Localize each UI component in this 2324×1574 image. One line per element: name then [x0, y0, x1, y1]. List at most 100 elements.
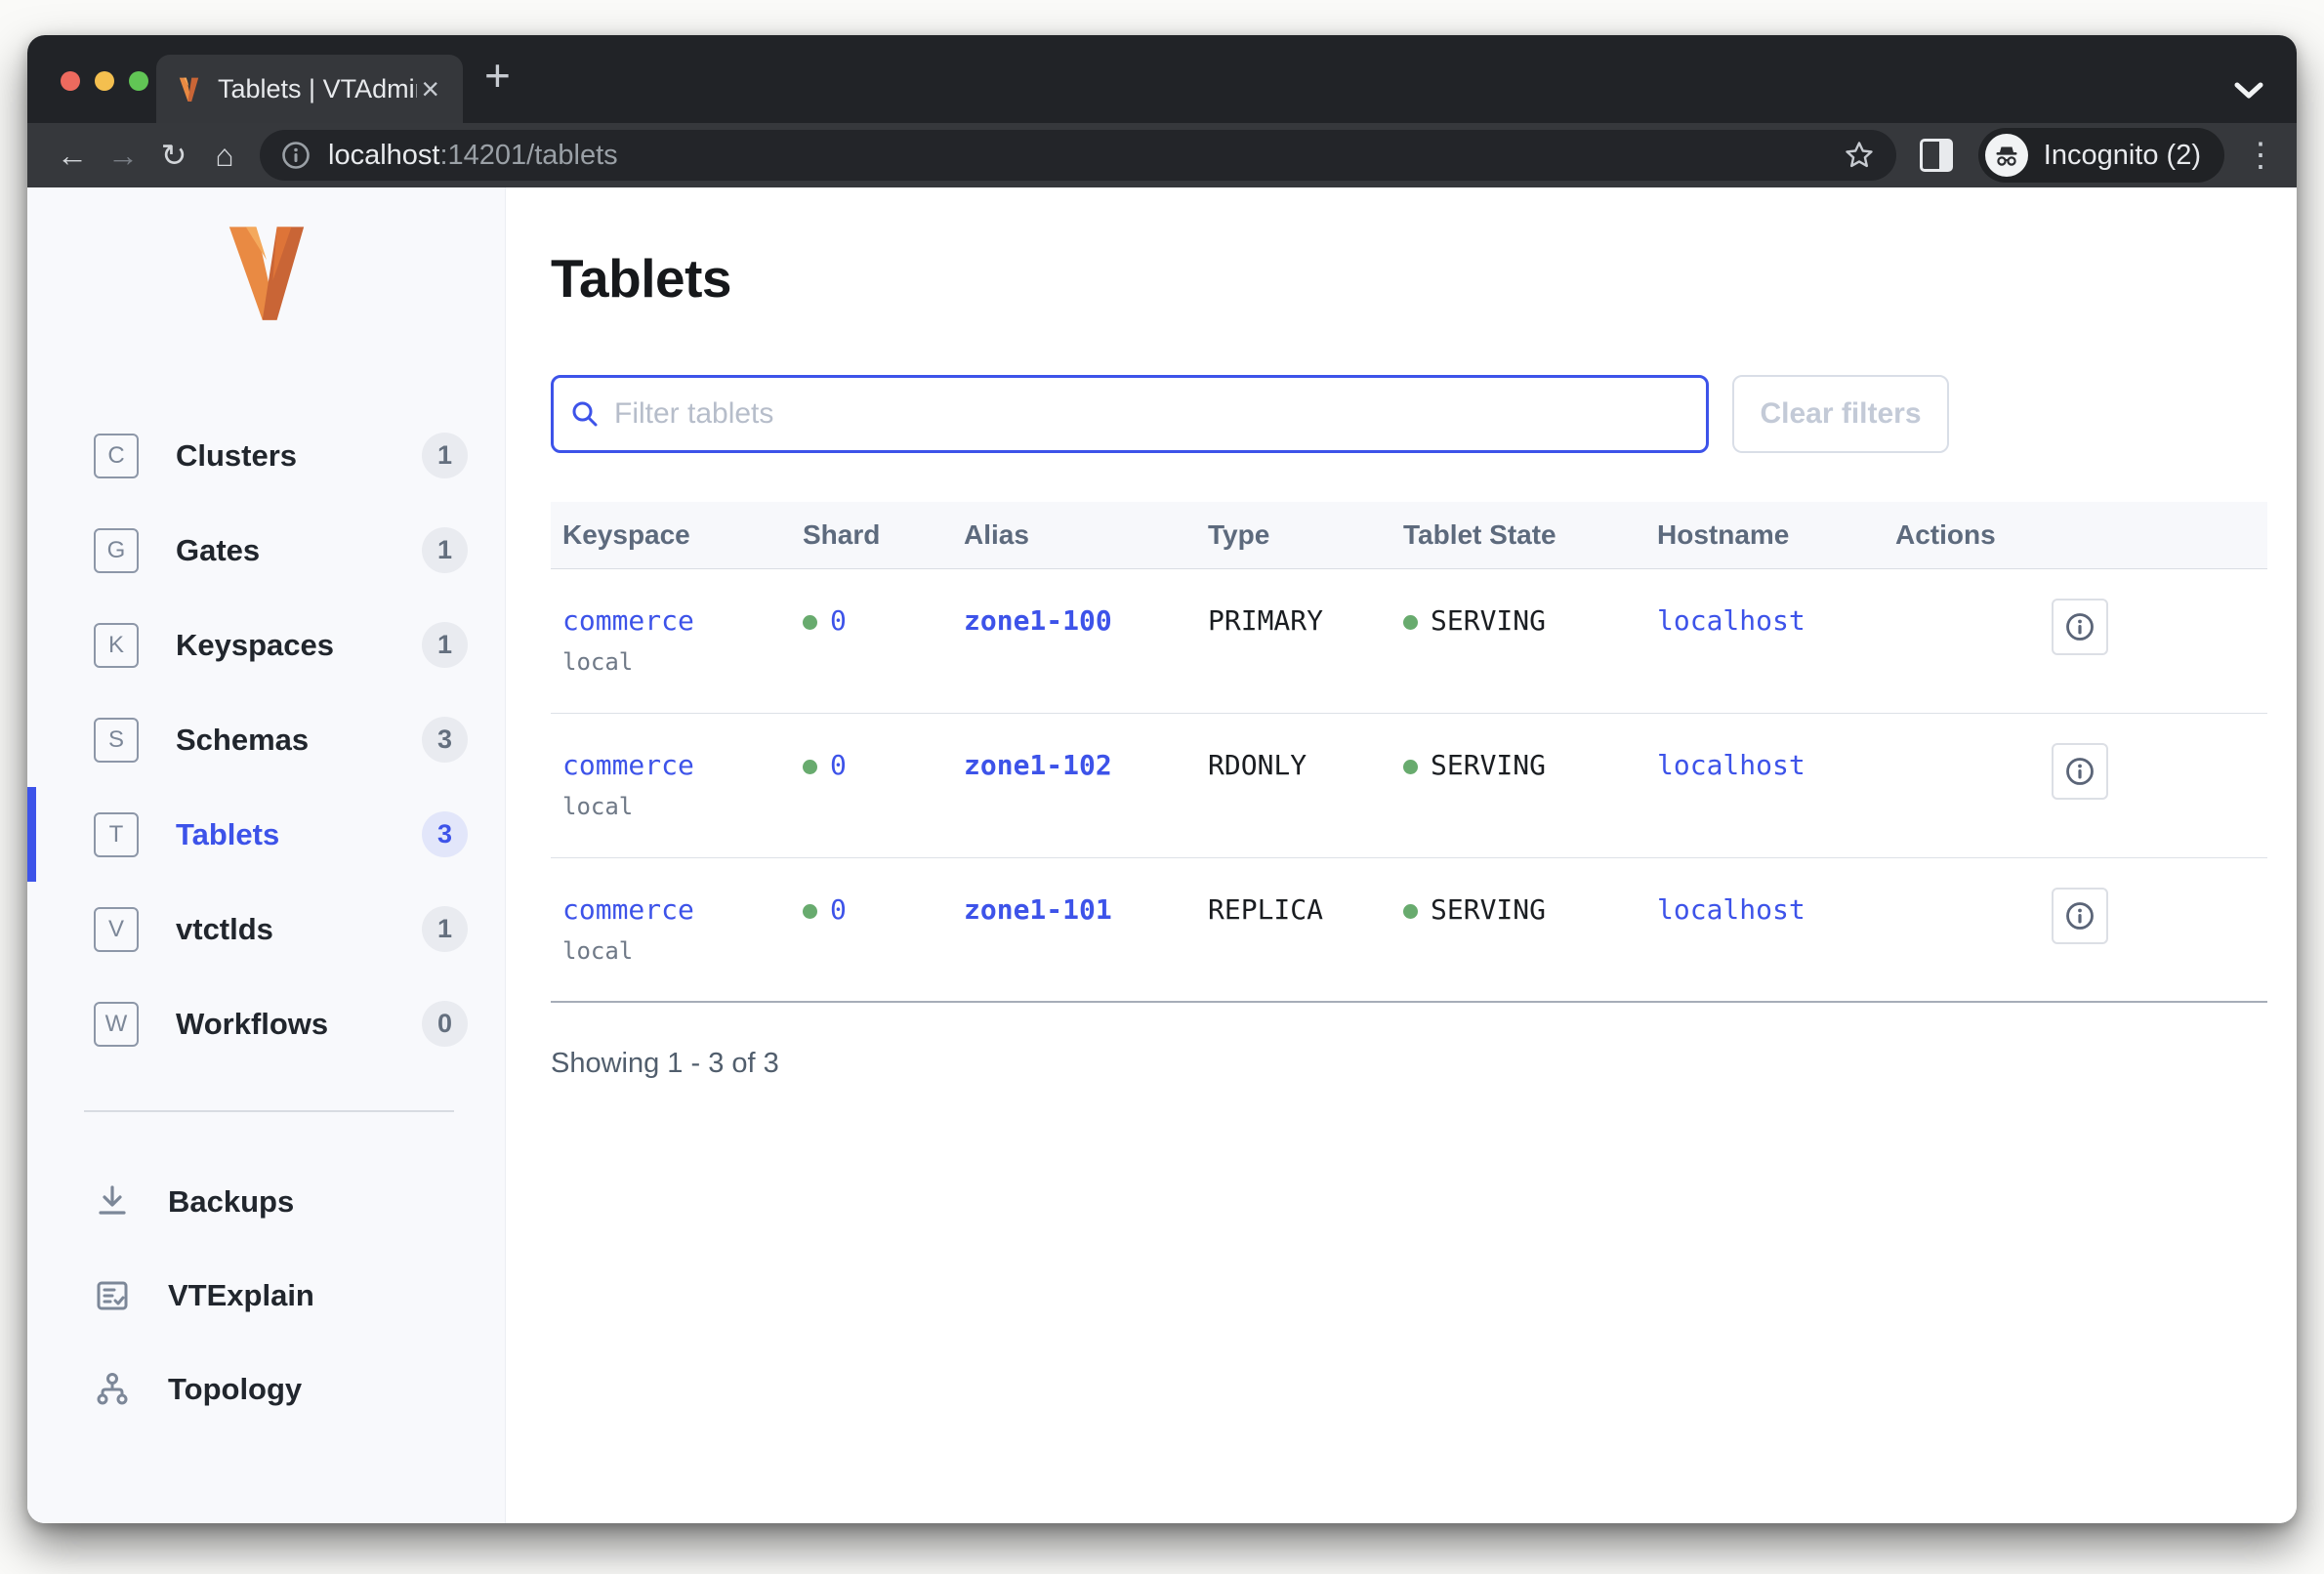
- sidebar-nav: C Clusters 1 G Gates 1 K Keyspaces 1 S S…: [27, 408, 505, 1071]
- filter-tablets-input[interactable]: [551, 375, 1709, 454]
- tablet-type: PRIMARY: [1208, 603, 1324, 637]
- minimize-window-button[interactable]: [95, 71, 114, 91]
- tablet-alias-link[interactable]: zone1-101: [964, 892, 1112, 926]
- sidebar-item-vtctlds[interactable]: V vtctlds 1: [27, 882, 505, 976]
- hostname-link[interactable]: localhost: [1657, 603, 1805, 637]
- tablet-type: REPLICA: [1208, 892, 1324, 926]
- table-header-row: Keyspace Shard Alias Type Tablet State H…: [551, 502, 2267, 569]
- topology-icon: [90, 1370, 135, 1409]
- tablet-type: RDONLY: [1208, 748, 1307, 781]
- tablet-info-button[interactable]: [2052, 598, 2108, 655]
- tablet-info-button[interactable]: [2052, 742, 2108, 800]
- column-header-type: Type: [1196, 502, 1391, 569]
- info-icon: [2066, 901, 2094, 930]
- download-icon: [90, 1182, 135, 1222]
- tablet-state: SERVING: [1431, 748, 1547, 781]
- count-badge: 3: [422, 811, 468, 857]
- url-text: localhost:14201/tablets: [328, 140, 1844, 172]
- reload-icon[interactable]: ↻: [160, 138, 187, 173]
- sidebar-item-vtexplain[interactable]: VTExplain: [27, 1249, 505, 1343]
- hostname-link[interactable]: localhost: [1657, 748, 1805, 781]
- filter-row: Clear filters: [551, 375, 2267, 454]
- column-header-alias: Alias: [952, 502, 1196, 569]
- keyspace-link[interactable]: commerce: [562, 603, 694, 637]
- browser-window: Tablets | VTAdmin × + ← → ↻ ⌂ localhost:…: [27, 35, 2297, 1523]
- count-badge: 0: [422, 1001, 468, 1047]
- page-title: Tablets: [551, 248, 731, 309]
- results-summary: Showing 1 - 3 of 3: [551, 1048, 779, 1080]
- hostname-link[interactable]: localhost: [1657, 892, 1805, 926]
- count-badge: 1: [422, 433, 468, 478]
- sidebar-item-tablets[interactable]: T Tablets 3: [27, 787, 505, 882]
- tablet-state: SERVING: [1431, 603, 1547, 637]
- shard-link[interactable]: 0: [830, 892, 847, 926]
- state-serving-dot: [1403, 614, 1418, 630]
- cluster-name: local: [562, 647, 634, 676]
- sidebar-item-backups[interactable]: Backups: [27, 1155, 505, 1249]
- shard-serving-dot: [803, 614, 817, 630]
- browser-menu-icon[interactable]: ⋮: [2244, 137, 2277, 174]
- sidebar-item-workflows[interactable]: W Workflows 0: [27, 976, 505, 1071]
- bookmark-star-icon[interactable]: [1844, 140, 1875, 171]
- main-content: Tablets Clear filters: [506, 187, 2297, 1523]
- tablets-table: Keyspace Shard Alias Type Tablet State H…: [551, 502, 2267, 1004]
- keyspace-link[interactable]: commerce: [562, 892, 694, 926]
- home-icon[interactable]: ⌂: [215, 137, 234, 173]
- incognito-badge[interactable]: Incognito (2): [1977, 128, 2224, 183]
- sidebar-item-keyspaces[interactable]: K Keyspaces 1: [27, 598, 505, 692]
- browser-toolbar: ← → ↻ ⌂ localhost:14201/tablets: [27, 123, 2297, 187]
- clusters-icon: C: [94, 433, 139, 478]
- site-info-icon[interactable]: [281, 141, 311, 170]
- table-row: commerce local 0 zone1-102 RDONLY SERVIN…: [551, 713, 2267, 858]
- state-serving-dot: [1403, 903, 1418, 919]
- sidebar-tools: Backups VTExplain: [27, 1155, 505, 1436]
- sidebar-item-gates[interactable]: G Gates 1: [27, 503, 505, 598]
- zoom-window-button[interactable]: [129, 71, 148, 91]
- back-icon[interactable]: ←: [57, 137, 88, 173]
- table-row: commerce local 0 zone1-101 REPLICA SERVI…: [551, 857, 2267, 1004]
- column-header-keyspace: Keyspace: [551, 502, 791, 569]
- count-badge: 1: [422, 906, 468, 952]
- sidebar-divider: [84, 1110, 454, 1112]
- vitess-favicon-icon: [179, 77, 199, 102]
- vitess-logo: [228, 227, 304, 320]
- workflows-icon: W: [94, 1001, 139, 1047]
- column-header-hostname: Hostname: [1645, 502, 1884, 569]
- sidebar-item-topology[interactable]: Topology: [27, 1343, 505, 1436]
- keyspace-link[interactable]: commerce: [562, 748, 694, 781]
- vtctlds-icon: V: [94, 906, 139, 952]
- clear-filters-button[interactable]: Clear filters: [1732, 375, 1949, 454]
- info-icon: [2066, 757, 2094, 785]
- tab-title: Tablets | VTAdmin: [218, 73, 418, 104]
- tablet-info-button[interactable]: [2052, 887, 2108, 944]
- url-host: localhost: [328, 139, 440, 171]
- incognito-label: Incognito (2): [2043, 139, 2201, 171]
- chevron-down-icon[interactable]: [2234, 82, 2263, 100]
- shard-serving-dot: [803, 903, 817, 919]
- cluster-name: local: [562, 936, 634, 965]
- url-path: :14201/tablets: [439, 139, 618, 171]
- keyspaces-icon: K: [94, 622, 139, 668]
- shard-link[interactable]: 0: [830, 603, 847, 637]
- side-panel-icon[interactable]: [1919, 139, 1953, 172]
- traffic-lights: [61, 71, 148, 91]
- tablets-icon: T: [94, 811, 139, 857]
- shard-serving-dot: [803, 759, 817, 774]
- tab-close-icon[interactable]: ×: [421, 71, 439, 106]
- tablet-alias-link[interactable]: zone1-102: [964, 748, 1112, 781]
- tab-strip: Tablets | VTAdmin × +: [27, 35, 2297, 123]
- forward-icon[interactable]: →: [107, 137, 139, 173]
- new-tab-button[interactable]: +: [484, 50, 511, 101]
- search-icon: [572, 401, 598, 427]
- address-bar[interactable]: localhost:14201/tablets: [260, 130, 1896, 181]
- column-header-tablet-state: Tablet State: [1391, 502, 1645, 569]
- sidebar-item-clusters[interactable]: C Clusters 1: [27, 408, 505, 503]
- sidebar-item-schemas[interactable]: S Schemas 3: [27, 692, 505, 787]
- column-header-shard: Shard: [791, 502, 952, 569]
- browser-tab[interactable]: Tablets | VTAdmin ×: [156, 55, 463, 123]
- close-window-button[interactable]: [61, 71, 80, 91]
- tablet-alias-link[interactable]: zone1-100: [964, 603, 1112, 637]
- table-row: commerce local 0 zone1-100 PRIMARY SERVI…: [551, 568, 2267, 714]
- info-icon: [2066, 612, 2094, 641]
- shard-link[interactable]: 0: [830, 748, 847, 781]
